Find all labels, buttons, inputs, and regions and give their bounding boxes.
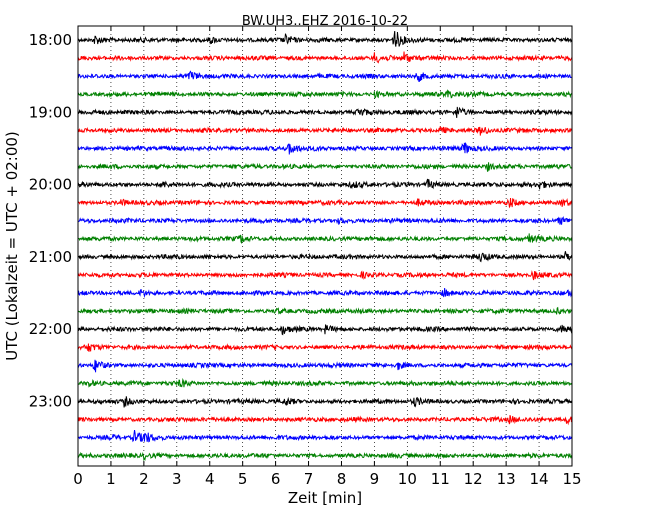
trace-1915 — [77, 126, 573, 136]
y-tick-label: 21:00 — [29, 248, 72, 266]
trace-2200 — [77, 324, 573, 336]
trace-2345 — [77, 451, 573, 462]
x-tick-label: 0 — [73, 470, 83, 488]
x-tick-group: 0 1 2 3 4 5 6 7 8 9 10 11 12 13 14 15 — [73, 26, 582, 488]
x-tick-label: 8 — [337, 470, 347, 488]
y-tick-label: 18:00 — [29, 31, 72, 49]
x-tick-label: 14 — [530, 470, 549, 488]
x-tick-label: 9 — [370, 470, 380, 488]
x-tick-label: 3 — [172, 470, 182, 488]
y-tick-label: 19:00 — [29, 103, 72, 121]
grid-lines — [110, 26, 540, 466]
plot-frame — [77, 25, 573, 467]
x-tick-label: 4 — [205, 470, 215, 488]
trace-2230 — [77, 359, 573, 373]
trace-2130 — [77, 287, 573, 299]
y-tick-label: 22:00 — [29, 320, 72, 338]
trace-2115 — [77, 270, 573, 281]
trace-2215 — [77, 343, 573, 352]
trace-1900 — [77, 106, 573, 118]
trace-2030 — [77, 216, 573, 225]
x-tick-label: 13 — [497, 470, 516, 488]
y-tick-group: 18:00 19:00 20:00 21:00 22:00 23:00 — [29, 31, 572, 410]
trace-1830 — [77, 70, 573, 82]
chart-title: BW.UH3..EHZ 2016-10-22 — [242, 14, 408, 29]
trace-1945 — [77, 162, 573, 172]
x-tick-label: 1 — [106, 470, 116, 488]
trace-2000 — [77, 178, 573, 190]
x-tick-label: 7 — [304, 470, 314, 488]
y-tick-label: 20:00 — [29, 176, 72, 194]
trace-1845 — [77, 89, 573, 99]
trace-1800 — [77, 30, 573, 47]
trace-2315 — [77, 414, 573, 426]
x-tick-label: 10 — [398, 470, 417, 488]
trace-2045 — [77, 233, 573, 244]
trace-2015 — [77, 198, 573, 209]
trace-2245 — [77, 377, 573, 388]
x-tick-label: 11 — [431, 470, 450, 488]
x-tick-label: 6 — [271, 470, 281, 488]
x-tick-label: 12 — [464, 470, 483, 488]
trace-2100 — [77, 251, 573, 263]
x-tick-label: 2 — [139, 470, 149, 488]
trace-2145 — [77, 306, 573, 316]
x-tick-label: 5 — [238, 470, 248, 488]
x-tick-label: 15 — [562, 470, 581, 488]
trace-2330 — [77, 429, 573, 443]
trace-2300 — [77, 396, 573, 408]
trace-group — [77, 30, 573, 462]
trace-1815 — [77, 51, 573, 64]
trace-1930 — [77, 142, 573, 155]
y-axis-label: UTC (Lokalzeit = UTC + 02:00) — [3, 131, 21, 361]
y-tick-label: 23:00 — [29, 392, 72, 410]
x-axis-label: Zeit [min] — [288, 489, 362, 507]
